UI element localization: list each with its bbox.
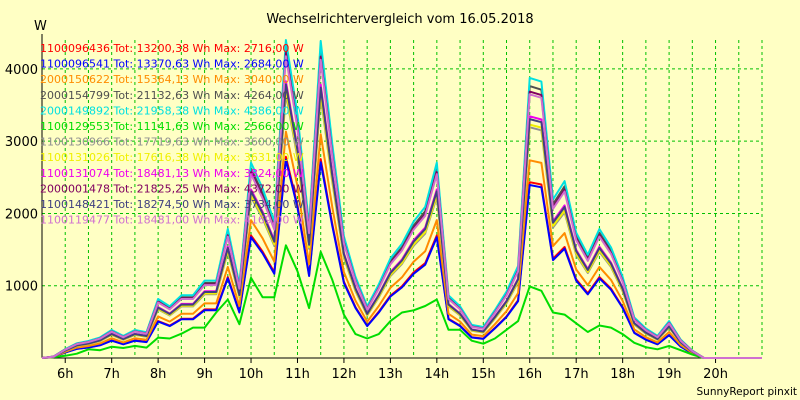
x-tick-label: 9h <box>196 367 213 382</box>
series-lines <box>41 39 762 359</box>
series-line-5 <box>41 39 762 359</box>
legend-entry-5: 2000149892 Tot: 21958,38 Wh Max: 4386,00… <box>40 104 304 117</box>
axes: 1000 2000 3000 4000 6h 7h 8h 9h 10h 11h 12h 13h 14h 1… <box>5 34 762 382</box>
y-tick-label: 2000 <box>5 207 38 222</box>
x-tick-label: 17h <box>564 367 589 382</box>
series-line-12 <box>41 55 762 359</box>
x-tick-label: 19h <box>657 367 682 382</box>
chart-title: Wechselrichtervergleich vom 16.05.2018 <box>266 12 533 27</box>
legend: 1100096436 Tot: 13200,38 Wh Max: 2716,00… <box>40 42 304 227</box>
x-tick-label: 18h <box>610 367 635 382</box>
y-tick-label: 3000 <box>5 135 38 150</box>
legend-entry-2: 1100096541 Tot: 13370,63 Wh Max: 2684,00… <box>40 58 304 71</box>
legend-entry-12: 1100119477 Tot: 18481,00 Wh Max: 4169,00… <box>40 214 304 227</box>
x-tick-label: 15h <box>471 367 496 382</box>
x-tick-label: 16h <box>517 367 542 382</box>
legend-entry-4: 2000154799 Tot: 21132,63 Wh Max: 4264,00… <box>40 89 304 102</box>
legend-entry-7: 1100130966 Tot: 17719,63 Wh Max: 3600,00… <box>40 136 304 149</box>
legend-entry-8: 1100131026 Tot: 17616,38 Wh Max: 3631,00… <box>40 151 304 164</box>
x-tick-label: 12h <box>332 367 357 382</box>
x-tick-label: 11h <box>285 367 310 382</box>
series-line-3 <box>41 130 762 359</box>
x-tick-label: 8h <box>150 367 167 382</box>
legend-entry-6: 1100129553 Tot: 11141,63 Wh Max: 2566,00… <box>40 120 304 133</box>
legend-entry-11: 1100148421 Tot: 18274,50 Wh Max: 3734,00… <box>40 198 304 211</box>
footer-credit: SunnyReport pinxit <box>697 386 797 398</box>
x-tick-label: 14h <box>424 367 449 382</box>
x-tick-label: 7h <box>103 367 120 382</box>
x-tick-label: 13h <box>378 367 403 382</box>
legend-entry-3: 2000150622 Tot: 15364,13 Wh Max: 3040,00… <box>40 73 304 86</box>
legend-entry-9: 1100131074 Tot: 18481,13 Wh Max: 3824,00… <box>40 167 304 180</box>
legend-entry-1: 1100096436 Tot: 13200,38 Wh Max: 2716,00… <box>40 42 304 55</box>
legend-entry-10: 2000001478 Tot: 21825,25 Wh Max: 4372,00… <box>40 182 304 195</box>
series-line-6 <box>41 244 762 359</box>
x-tick-label: 6h <box>57 367 74 382</box>
series-line-11 <box>41 83 762 359</box>
y-axis-label: W <box>34 19 47 34</box>
y-tick-label: 1000 <box>5 280 38 295</box>
x-tick-label: 10h <box>239 367 264 382</box>
series-line-2 <box>41 158 762 359</box>
y-tick-label: 4000 <box>5 63 38 78</box>
x-tick-label: 20h <box>703 367 728 382</box>
